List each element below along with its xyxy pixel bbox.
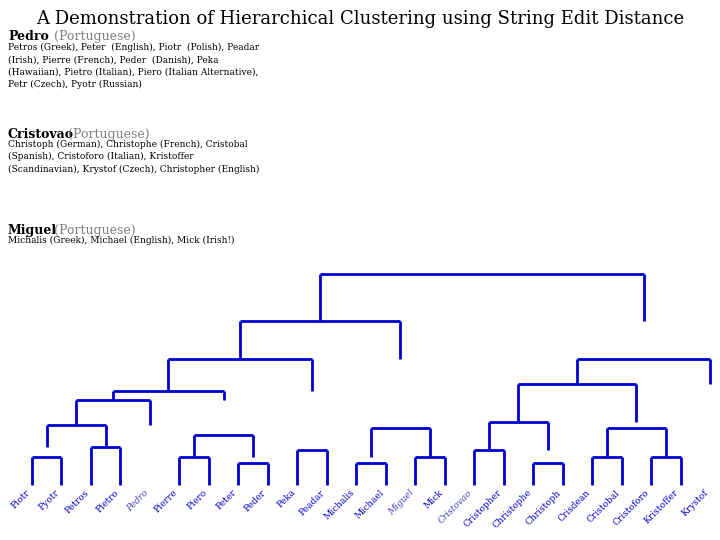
Text: Peadar: Peadar — [298, 488, 327, 517]
Text: Crisdean: Crisdean — [557, 488, 592, 523]
Text: Christoph: Christoph — [524, 488, 562, 526]
Text: Pietro: Pietro — [94, 488, 120, 514]
Text: Pedro: Pedro — [125, 488, 150, 513]
Text: Petros: Petros — [64, 488, 91, 515]
Text: A Demonstration of Hierarchical Clustering using String Edit Distance: A Demonstration of Hierarchical Clusteri… — [36, 10, 684, 28]
Text: Peder: Peder — [243, 488, 268, 513]
Text: Pyotr: Pyotr — [37, 488, 61, 512]
Text: Peter: Peter — [215, 488, 238, 512]
Text: Kristoffer: Kristoffer — [643, 488, 680, 525]
Text: Michalis: Michalis — [323, 488, 356, 522]
Text: Cristoforo: Cristoforo — [612, 488, 651, 528]
Text: Miguel: Miguel — [8, 224, 57, 237]
Text: Cristobal: Cristobal — [585, 488, 621, 524]
Text: Miguel: Miguel — [387, 488, 415, 517]
Text: Petros (Greek), Peter  (English), Piotr  (Polish), Peadar
(Irish), Pierre (Frenc: Petros (Greek), Peter (English), Piotr (… — [8, 43, 259, 89]
Text: Piero: Piero — [185, 488, 209, 511]
Text: Cristopher: Cristopher — [462, 488, 504, 529]
Text: Piotr: Piotr — [9, 488, 32, 510]
Text: Peka: Peka — [276, 488, 297, 510]
Text: Michael: Michael — [354, 488, 386, 520]
Text: Pedro: Pedro — [8, 30, 49, 43]
Text: Cristovao: Cristovao — [437, 488, 474, 525]
Text: Mick: Mick — [423, 488, 445, 510]
Text: (Portuguese): (Portuguese) — [64, 128, 150, 141]
Text: Pierre: Pierre — [153, 488, 179, 515]
Text: (Portuguese): (Portuguese) — [50, 224, 135, 237]
Text: Christoph (German), Christophe (French), Cristobal
(Spanish), Cristoforo (Italia: Christoph (German), Christophe (French),… — [8, 140, 259, 174]
Text: Christophe: Christophe — [491, 488, 533, 530]
Text: Krystof: Krystof — [680, 488, 710, 518]
Text: (Portuguese): (Portuguese) — [46, 30, 135, 43]
Text: Michalis (Greek), Michael (English), Mick (Irish!): Michalis (Greek), Michael (English), Mic… — [8, 236, 235, 245]
Text: Cristovao: Cristovao — [8, 128, 74, 141]
